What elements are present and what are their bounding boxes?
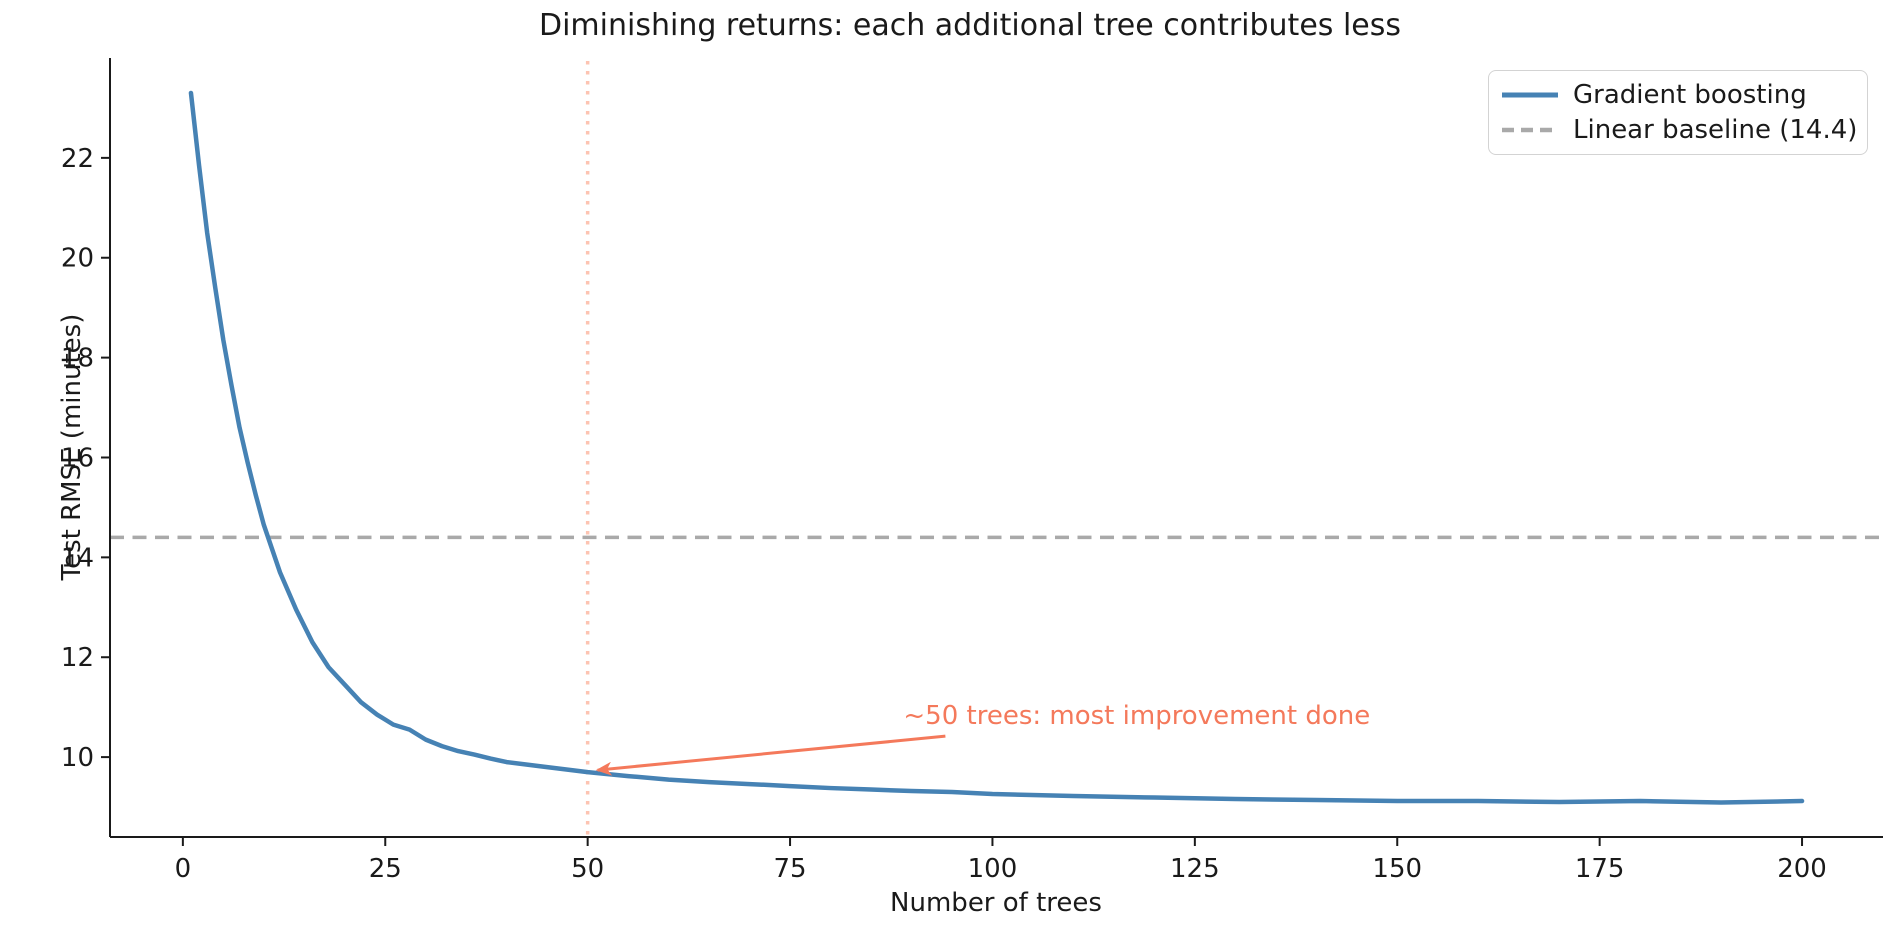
x-tick-label: 100	[968, 854, 1018, 884]
y-axis-label: Test RMSE (minutes)	[57, 313, 87, 581]
legend-line-dashed-icon	[1502, 128, 1558, 133]
y-tick-label: 20	[61, 244, 94, 274]
x-tick-label: 50	[571, 854, 604, 884]
x-tick-label: 175	[1575, 854, 1625, 884]
legend-entry-linear-baseline: Linear baseline (14.4)	[1501, 113, 1858, 149]
y-tick-label: 18	[61, 344, 94, 374]
y-tick-label: 12	[61, 643, 94, 673]
chart-title: Diminishing returns: each additional tre…	[538, 8, 1402, 43]
legend-entry-gradient-boosting: Gradient boosting	[1501, 77, 1855, 113]
y-tick-label: 16	[61, 443, 94, 473]
y-tick-label: 14	[61, 543, 94, 573]
annotation-arrow	[595, 734, 946, 776]
x-tick-label: 150	[1372, 854, 1422, 884]
x-axis-label: Number of trees	[890, 888, 1102, 918]
y-tick-label: 22	[61, 144, 94, 174]
annotation-text: ~50 trees: most improvement done	[903, 701, 1371, 732]
legend-label: Gradient boosting	[1573, 79, 1807, 110]
x-tick-label: 25	[369, 854, 402, 884]
y-tick-label: 10	[61, 743, 94, 773]
x-tick-label: 125	[1170, 854, 1220, 884]
x-tick-label: 200	[1777, 854, 1827, 884]
legend: Gradient boosting Linear baseline (14.4)	[1488, 70, 1868, 155]
gradient-boosting-line	[188, 90, 1805, 805]
x-tick-label: 75	[774, 854, 807, 884]
legend-label: Linear baseline (14.4)	[1573, 115, 1858, 146]
legend-line-solid-icon	[1502, 92, 1558, 98]
x-tick-label: 0	[175, 854, 192, 884]
